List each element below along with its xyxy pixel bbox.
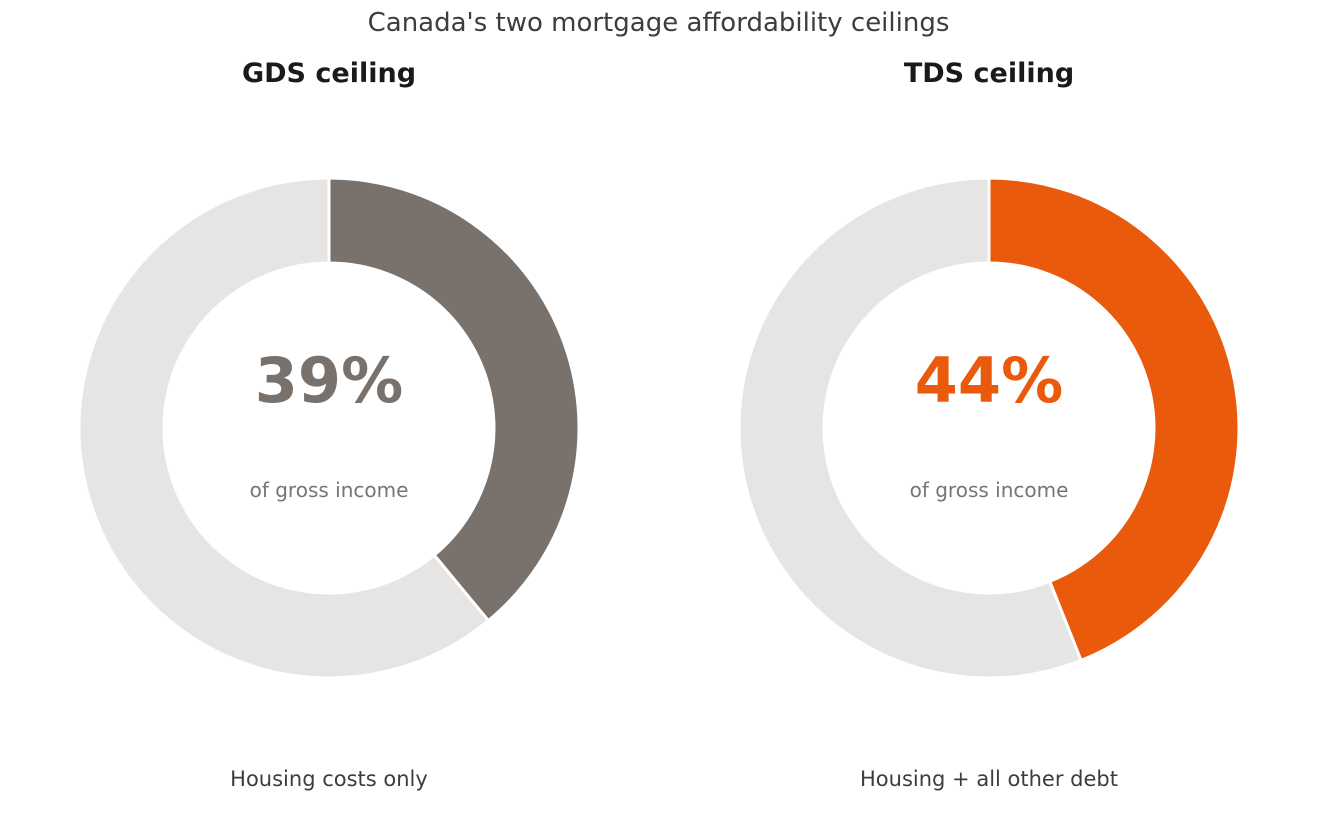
tds-slice-1 bbox=[737, 176, 1083, 680]
tds-center-subtitle: of gross income bbox=[909, 478, 1069, 502]
gds-panel-title: GDS ceiling bbox=[241, 58, 417, 89]
tds-caption: Housing + all other debt bbox=[860, 767, 1118, 791]
gds-center-subtitle: of gross income bbox=[249, 478, 409, 502]
gds-donut-chart bbox=[77, 176, 581, 680]
tds-donut-chart bbox=[737, 176, 1241, 680]
tds-panel-title: TDS ceiling bbox=[903, 58, 1075, 89]
gds-donut-panel: GDS ceiling 39% of gross income Housing … bbox=[0, 0, 658, 828]
gds-center-value: 39% bbox=[254, 344, 404, 417]
tds-donut-panel: TDS ceiling 44% of gross income Housing … bbox=[660, 0, 1317, 828]
chart-title: Canada's two mortgage affordability ceil… bbox=[367, 8, 950, 38]
tds-center-value: 44% bbox=[914, 344, 1064, 417]
gds-caption: Housing costs only bbox=[230, 767, 428, 791]
gds-slice-0 bbox=[327, 176, 581, 623]
tds-slice-0 bbox=[987, 176, 1241, 663]
gds-slice-1 bbox=[77, 176, 491, 680]
